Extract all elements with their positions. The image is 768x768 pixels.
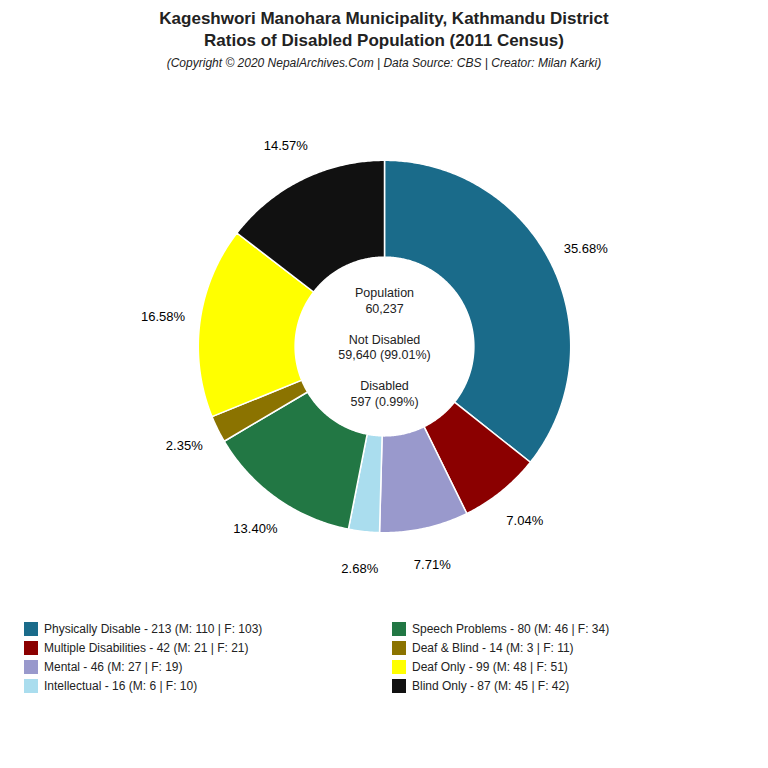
svg-text:16.58%: 16.58% xyxy=(141,309,186,324)
html-text:Blind Only - 87 (M: 45 | F: 42: Blind Only - 87 (M: 45 | F: 42) xyxy=(412,679,570,694)
html-text:Deaf & Blind - 14 (M: 3 | F: 1: Deaf & Blind - 14 (M: 3 | F: 11) xyxy=(412,641,574,656)
html-text:(Copyright © 2020 NepalArchive: (Copyright © 2020 NepalArchives.Com | Da… xyxy=(166,56,602,71)
svg-text:35.68%: 35.68% xyxy=(564,242,609,257)
html-text:Speech Problems - 80 (M: 46 |: Speech Problems - 80 (M: 46 | F: 34) xyxy=(412,622,610,637)
svg-text:7.04%: 7.04% xyxy=(506,513,543,528)
svg-text:2.68%: 2.68% xyxy=(341,561,378,576)
svg-text:Population60,237: Population60,237 xyxy=(355,286,414,316)
html-text:Physically Disable - 213 (M: 1: Physically Disable - 213 (M: 110 | F: 10… xyxy=(44,622,263,637)
svg-text:Disabled597 (0.99%): Disabled597 (0.99%) xyxy=(350,379,418,409)
svg-text:Not Disabled59,640 (99.01%): Not Disabled59,640 (99.01%) xyxy=(338,333,430,363)
svg-text:7.71%: 7.71% xyxy=(414,557,451,572)
html-text:Mental - 46 (M: 27 | F: 19): Mental - 46 (M: 27 | F: 19) xyxy=(44,660,183,675)
html-text:Multiple Disabilities - 42 (M:: Multiple Disabilities - 42 (M: 21 | F: 2… xyxy=(44,641,249,656)
svg-text:14.57%: 14.57% xyxy=(264,138,309,153)
html-text:Kageshwori Manohara Municipali: Kageshwori Manohara Municipality, Kathma… xyxy=(159,9,609,51)
svg-text:13.40%: 13.40% xyxy=(233,521,278,536)
svg-text:2.35%: 2.35% xyxy=(166,438,203,453)
html-text:Intellectual - 16 (M: 6 | F: 1: Intellectual - 16 (M: 6 | F: 10) xyxy=(44,679,198,694)
html-text:Deaf Only - 99 (M: 48 | F: 51): Deaf Only - 99 (M: 48 | F: 51) xyxy=(412,660,568,675)
